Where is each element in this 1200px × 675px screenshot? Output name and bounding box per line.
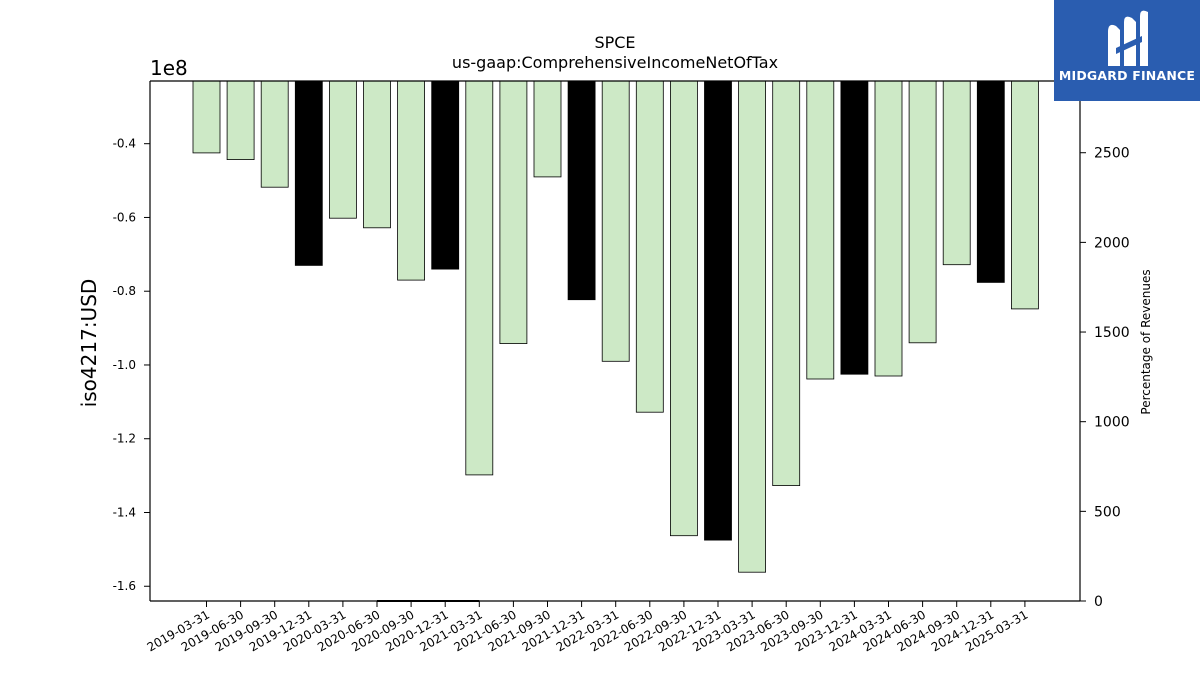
y-tick-label: -0.4 [113,137,136,151]
brand-logo: MIDGARD FINANCE [1054,0,1200,101]
chart-title: SPCE [594,33,635,52]
bar-2019-06-30 [226,80,255,160]
bar-2019-03-31 [192,80,221,154]
bar-2021-06-30 [499,80,528,345]
bar-2023-09-30 [806,80,835,380]
y-offset-label: 1e8 [150,56,188,80]
bar-2019-12-31 [294,80,323,266]
bar-2019-09-30 [260,80,289,188]
bar-2020-06-30 [363,80,391,229]
y2-tick-label: 0 [1094,594,1103,610]
y-tick-label: -0.8 [113,284,136,298]
bar-2025-03-31 [1011,80,1039,310]
bar-2022-06-30 [635,80,664,413]
midgard-logo-icon [1108,10,1148,67]
chart-subtitle: us-gaap:ComprehensiveIncomeNetOfTax [452,53,778,72]
bar-2022-03-31 [601,80,630,362]
bar-2021-09-30 [533,80,562,178]
y2-tick-label: 500 [1094,504,1121,520]
bar-2023-03-31 [738,80,766,573]
bar-2020-03-31 [328,80,357,219]
bar-2020-09-30 [397,80,426,281]
bar-2020-12-31 [431,80,460,270]
y2-tick-label: 2500 [1094,146,1130,162]
y-tick-label: -1.6 [113,579,136,593]
bar-2022-12-31 [704,80,732,541]
y-tick-label: -1.0 [113,358,136,372]
bar-2021-12-31 [567,80,596,301]
logo-text: MIDGARD FINANCE [1058,68,1196,83]
bar-2022-09-30 [670,80,698,537]
bar-2024-03-31 [874,80,903,377]
y-axis-label: iso4217:USD [77,279,101,408]
y2-tick-label: 1000 [1094,415,1130,431]
bar-2024-12-31 [976,80,1005,283]
bar-2021-03-31 [465,80,494,476]
bar-2023-06-30 [772,80,801,487]
y2-tick-label: 1500 [1094,325,1130,341]
y-tick-label: -1.2 [113,432,136,446]
bar-2023-12-31 [840,80,869,375]
bar-2024-09-30 [942,80,971,266]
y-tick-label: -0.6 [113,210,136,224]
y-tick-label: -1.4 [113,505,136,519]
y2-axis-label: Percentage of Revenues [1139,269,1153,414]
bar-2024-06-30 [908,80,937,344]
y2-tick-label: 2000 [1094,235,1130,251]
